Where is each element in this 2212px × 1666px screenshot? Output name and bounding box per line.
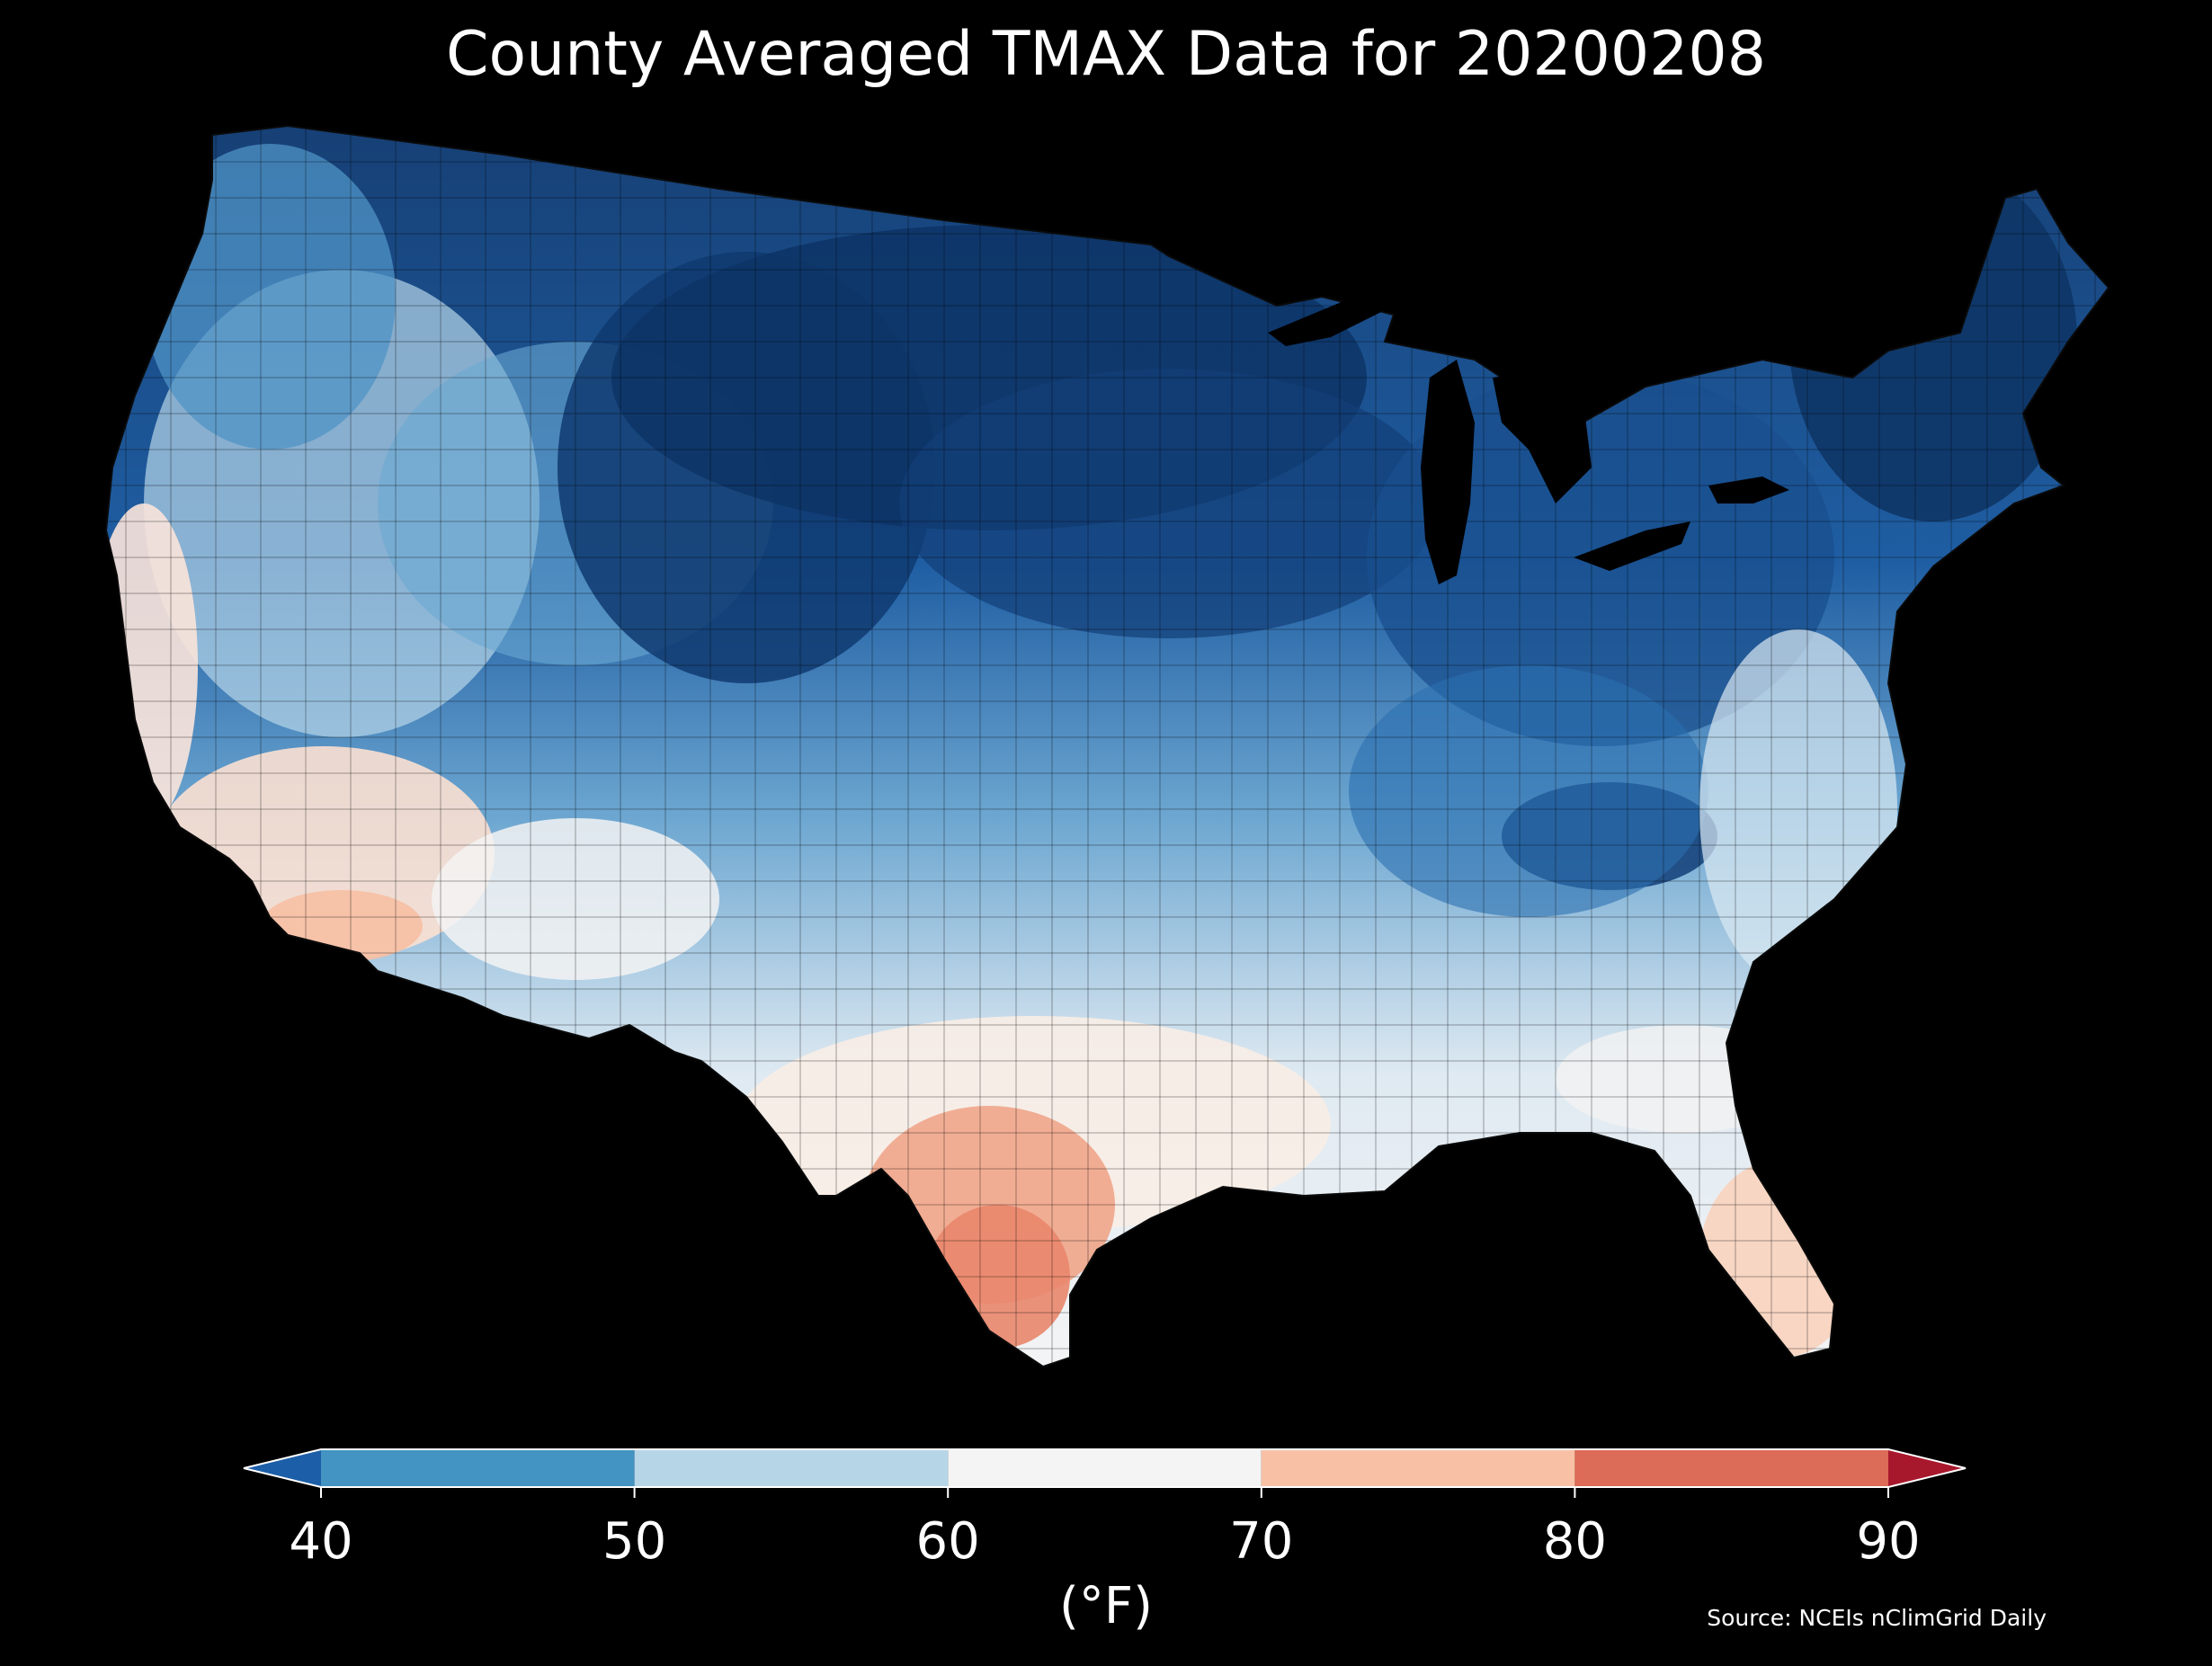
- colorbar-tick-label: 50: [602, 1512, 667, 1571]
- source-credit: Source: NCEIs nClimGrid Daily: [1707, 1605, 2047, 1631]
- colorbar-segment: [1574, 1449, 1888, 1487]
- map-title: County Averaged TMAX Data for 20200208: [446, 19, 1766, 90]
- great-lakes: [1268, 279, 1789, 584]
- colorbar-extend-low: [244, 1449, 321, 1487]
- colorbar-tick-label: 60: [915, 1512, 980, 1571]
- colorbar-unit-label: (°F): [1059, 1577, 1153, 1635]
- lake-huron: [1493, 369, 1592, 503]
- colorbar-tick-label: 40: [289, 1512, 353, 1571]
- colorbar-segment: [321, 1449, 635, 1487]
- lake-superior: [1268, 279, 1421, 346]
- colorbar-tick-label: 90: [1856, 1512, 1921, 1571]
- colorbar-tick-label: 80: [1542, 1512, 1608, 1571]
- lake-michigan: [1421, 360, 1475, 584]
- lake-erie: [1574, 521, 1690, 571]
- colorbar-segment: [1261, 1449, 1575, 1487]
- colorbar-extend-high: [1888, 1449, 1966, 1487]
- colorbar-tick-label: 70: [1229, 1512, 1294, 1571]
- colorbar-segment: [634, 1449, 949, 1487]
- colorbar-segment: [948, 1449, 1262, 1487]
- lake-ontario: [1708, 477, 1789, 503]
